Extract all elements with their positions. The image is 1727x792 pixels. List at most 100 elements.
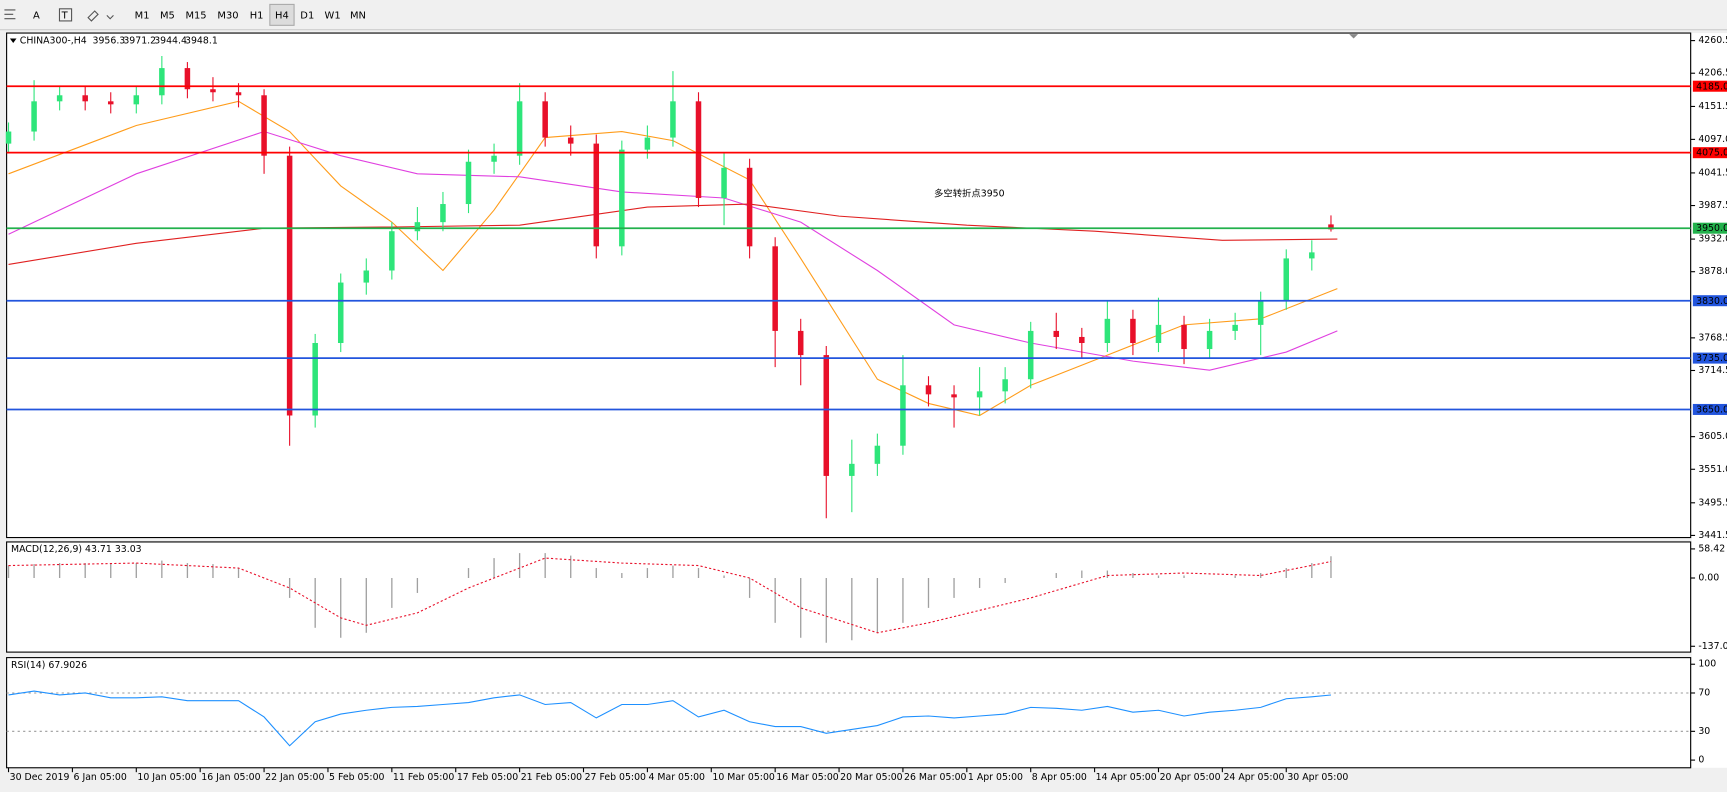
x-tick-label: 20 Apr 05:00 [1160,772,1221,783]
timeframe-button[interactable]: M15 [185,10,206,21]
y-tick-label: 30 [1698,726,1710,737]
candle-body [56,95,63,102]
dropdown-triangle[interactable] [9,38,17,43]
indicator-title: MACD(12,26,9) 43.71 33.03 [11,544,142,555]
level-label-box [1692,147,1727,159]
candle-body [849,463,855,476]
candle-body [900,385,906,446]
y-tick-label: 3714.5 [1698,365,1727,376]
y-tick-label: 3441.5 [1698,530,1727,541]
candle-body [491,155,497,162]
candle-body [1130,318,1136,343]
x-tick-label: 16 Jan 05:00 [201,772,260,783]
x-tick-label: 5 Feb 05:00 [329,772,384,783]
x-tick-label: 21 Feb 05:00 [521,772,582,783]
x-tick-label: 17 Feb 05:00 [457,772,518,783]
level-label-box [1692,352,1727,364]
candle-body [235,92,242,96]
y-tick-label: -137.09 [1698,641,1727,652]
candle-body [670,101,676,138]
y-tick-label: 4097.0 [1698,134,1727,145]
shift-marker [1349,34,1359,39]
candle-body [797,330,804,356]
candle-body [389,231,395,271]
x-tick-label: 27 Feb 05:00 [585,772,646,783]
timeframe-button[interactable]: M30 [217,10,238,21]
rsi-line [8,690,1332,747]
ohlc-value: 3948.1 [185,35,218,46]
level-label: 3950.0 [1696,223,1727,234]
timeframe-button[interactable]: W1 [325,10,341,21]
candle-body [1104,318,1111,343]
candle-body [82,95,88,102]
y-tick-label: 4260.5 [1698,35,1727,46]
level-label-box [1692,295,1727,307]
y-tick-label: 3495.5 [1698,497,1727,508]
active-timeframe [269,3,295,26]
menu-icon[interactable] [4,9,16,20]
timeframe-button[interactable]: MN [350,10,366,21]
candle-body [874,445,881,464]
x-tick-label: 30 Dec 2019 [10,772,70,783]
candle-body [721,167,727,198]
candle-body [107,101,114,105]
candle-body [414,222,421,232]
candle-body [133,95,140,105]
level-label: 3650.0 [1696,405,1727,416]
timeframe-button[interactable]: D1 [300,10,314,21]
candle-body [5,131,12,144]
x-tick-label: 6 Jan 05:00 [74,772,127,783]
level-label-box [1692,403,1727,415]
candle-body [1155,324,1162,343]
y-tick-label: 3551.0 [1698,464,1727,475]
candle-body [1181,324,1187,350]
candle-body [1027,330,1034,380]
y-tick-label: 70 [1698,687,1710,698]
y-tick-label: 3932.0 [1698,234,1727,245]
candle-body [925,385,932,395]
candle-body [619,149,625,247]
ohlc-value: 3956.3 [93,35,126,46]
moving-average [8,130,1338,371]
x-tick-label: 26 Mar 05:00 [904,772,967,783]
candle-body [567,137,574,144]
tool-button[interactable]: A [33,10,40,21]
y-tick-label: 3878.0 [1698,266,1727,277]
candle-body [1002,379,1008,392]
candle-body [440,204,446,223]
ohlc-value: 3944.4 [154,35,187,46]
x-tick-label: 24 Apr 05:00 [1223,772,1284,783]
candle-body [951,394,957,398]
level-label-box [1692,222,1727,234]
candle-body [184,68,191,90]
candle-body [823,355,830,476]
text-tool-frame [58,8,73,22]
candle-body [465,161,472,205]
x-tick-label: 10 Jan 05:00 [137,772,196,783]
level-label-box [1692,80,1727,92]
indicator-title: RSI(14) 67.9026 [11,660,87,671]
candle-body [159,68,165,96]
candle-body [772,246,778,331]
x-tick-label: 16 Mar 05:00 [776,772,839,783]
candle-body [695,101,702,198]
candle-body [1283,258,1290,301]
main-panel [6,32,1692,539]
x-tick-label: 14 Apr 05:00 [1096,772,1157,783]
annotation: 多空转折点3950 [934,187,1005,199]
timeframe-button[interactable]: H1 [250,10,264,21]
y-tick-label: 0.00 [1698,573,1719,584]
timeframe-button[interactable]: M1 [135,10,150,21]
candle-body [31,101,37,132]
candle-body [516,101,523,156]
shapes-tool[interactable] [87,10,114,22]
timeframe-button[interactable]: H4 [275,10,289,21]
y-tick-label: 3605.0 [1698,431,1727,442]
toolbar-icons [4,8,114,22]
tool-button[interactable]: T [61,10,69,21]
timeframe-button[interactable]: M5 [160,10,175,21]
candle-body [1309,252,1315,259]
candle-body [363,270,370,283]
x-tick-label: 4 Mar 05:00 [648,772,705,783]
macd-signal [8,557,1332,634]
